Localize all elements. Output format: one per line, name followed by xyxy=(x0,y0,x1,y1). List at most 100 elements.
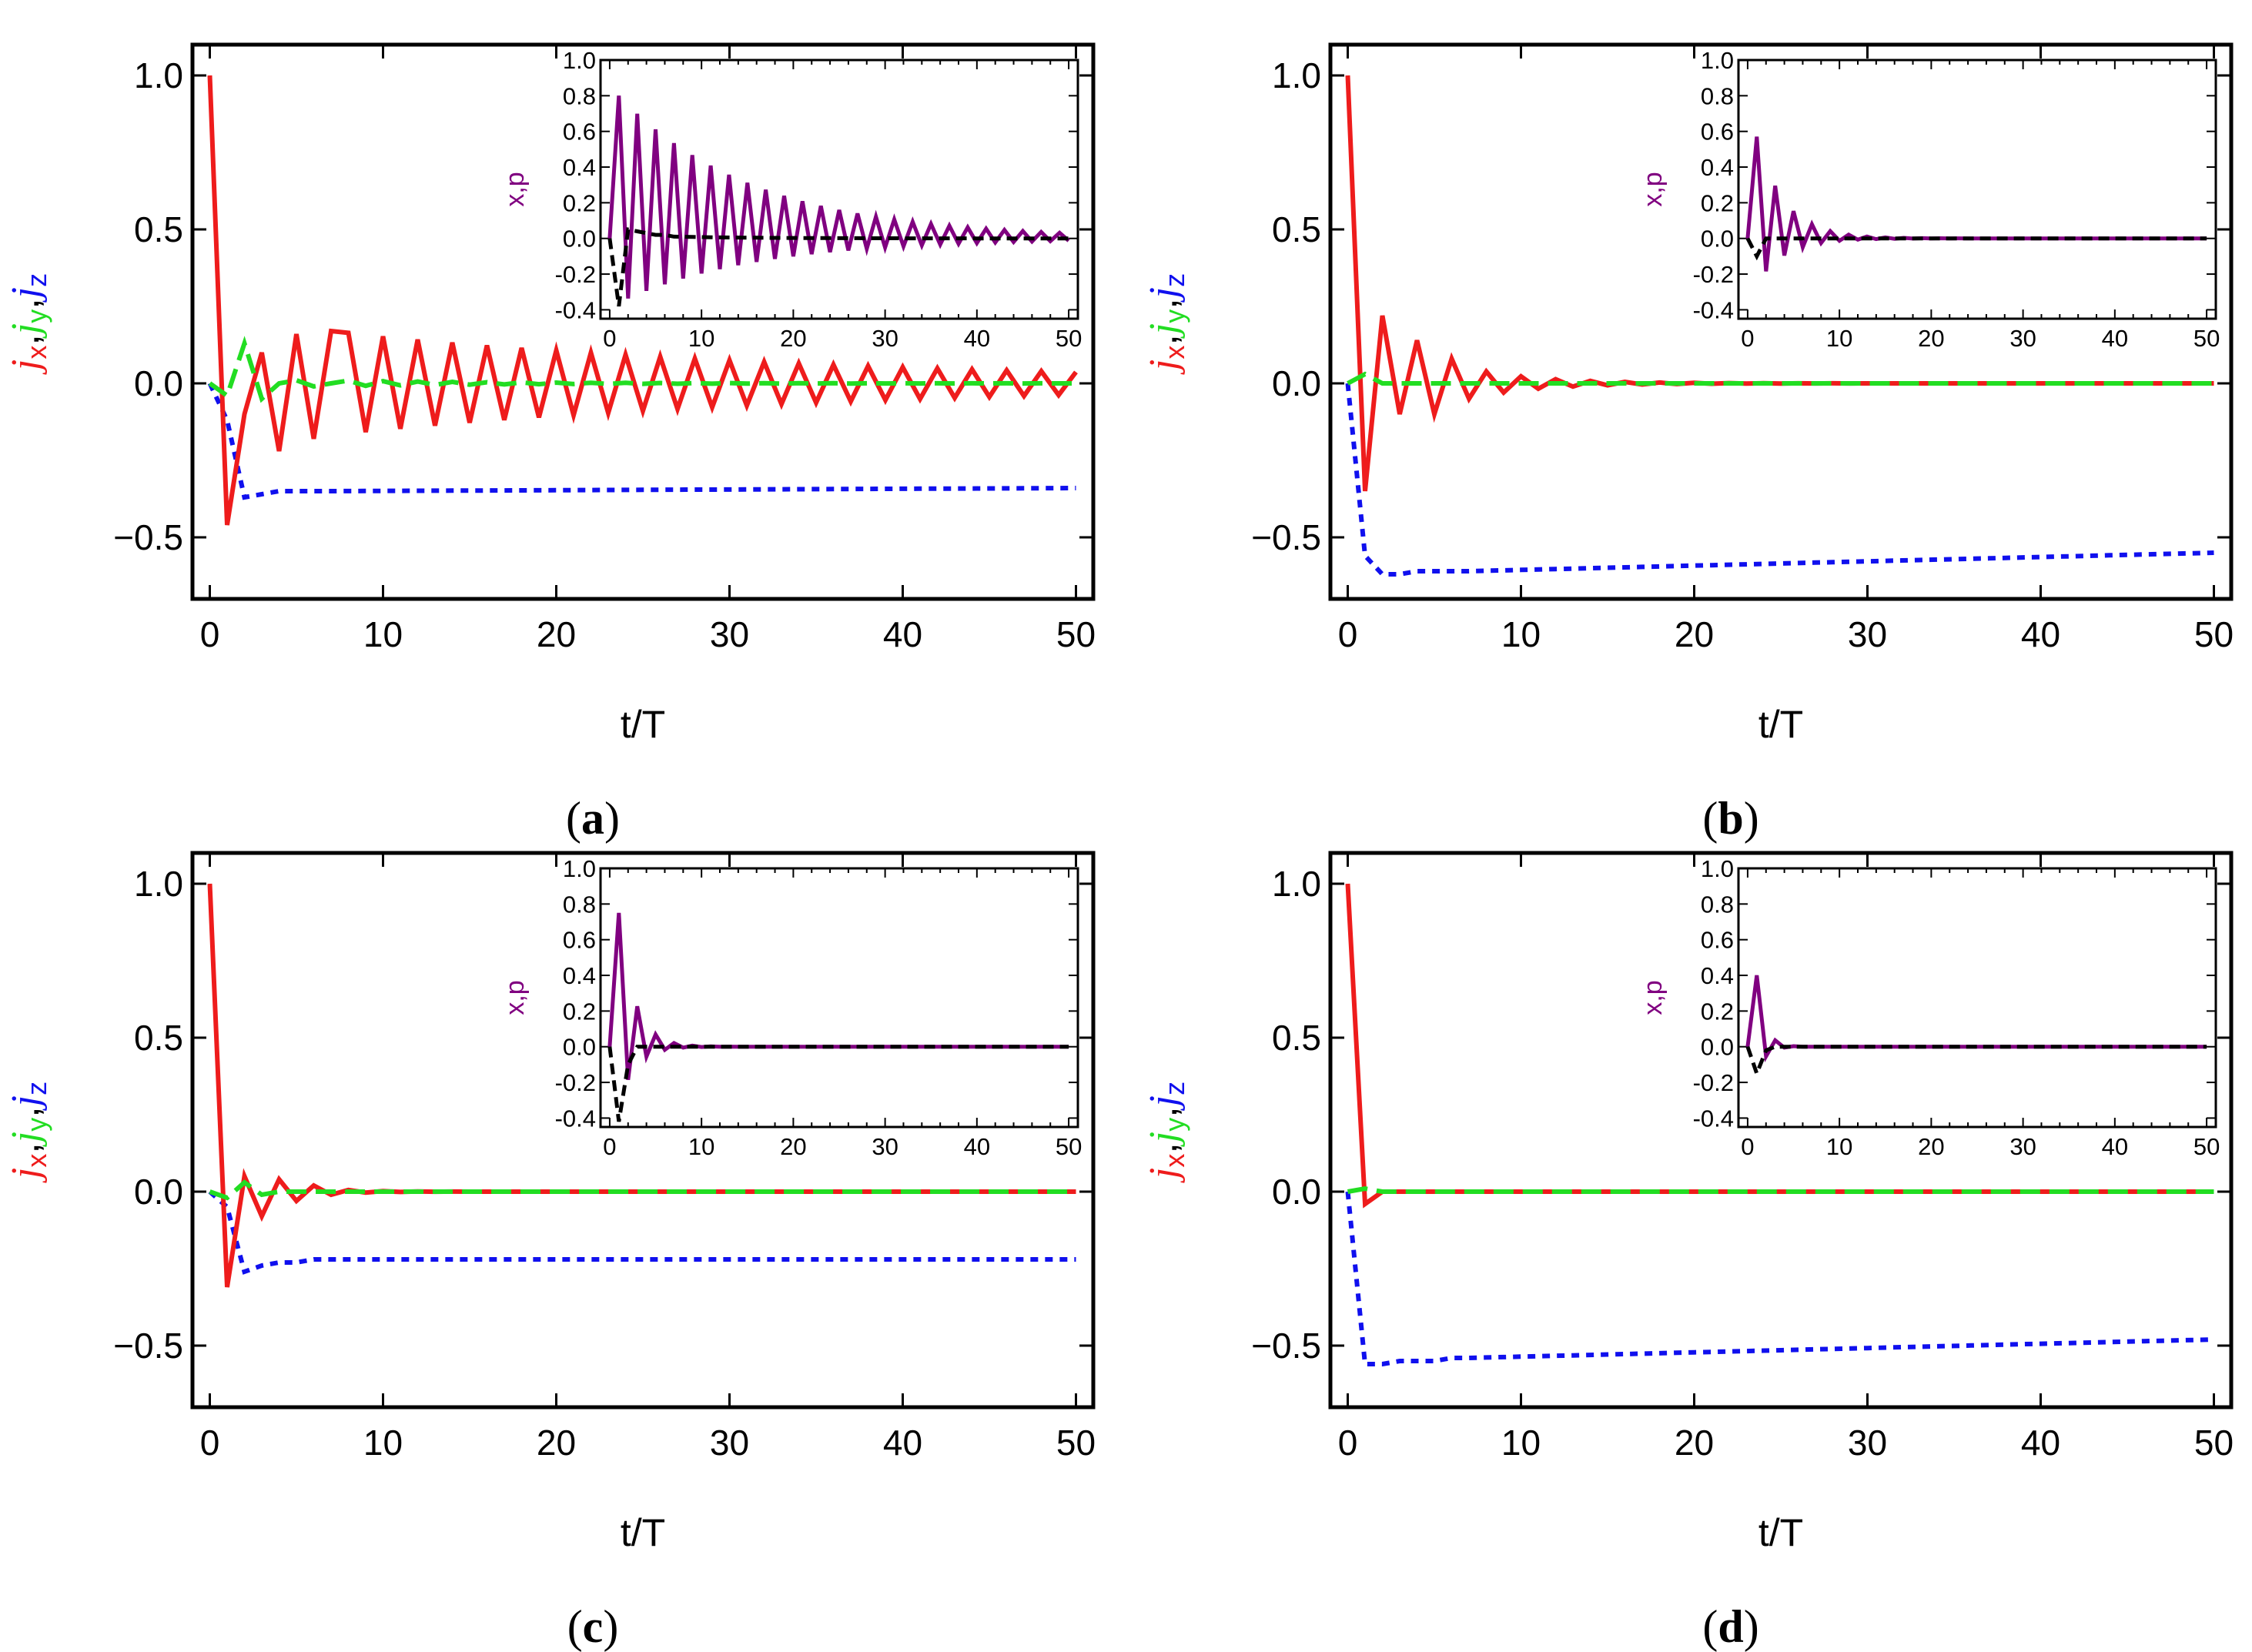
x-tick-label: 0 xyxy=(1338,614,1358,654)
series-jz xyxy=(207,382,1076,500)
y-axis-title-part: , xyxy=(3,1106,48,1117)
inset-x-tick-label: 10 xyxy=(688,325,714,352)
inset-c: 0 10 20 30 40 50 -0.4 -0.2 0.0 0.2 0.4 0.6 0.8 1.0 x,p xyxy=(500,855,1082,1160)
y-axis-title: jx,jy,jz xyxy=(1141,273,1190,375)
x-tick-label: 40 xyxy=(883,614,922,654)
panel-label-close: ) xyxy=(1744,1601,1759,1652)
x-tick-label: 30 xyxy=(1848,614,1887,654)
x-tick-label: 10 xyxy=(1501,1423,1541,1463)
y-tick-label: 1.0 xyxy=(1272,55,1321,95)
inset-y-axis-title: x,p xyxy=(1638,980,1668,1015)
inset-y-tick-label: 0.2 xyxy=(563,189,596,216)
series-jz xyxy=(1345,1191,2214,1366)
inset-y-tick-label: -0.2 xyxy=(1693,261,1734,288)
inset-y-tick-label: 1.0 xyxy=(1701,855,1734,882)
panel-a: 0 10 20 30 40 50−0.50.00.51.0t/Tjx,jy,jz(a)0 1… xyxy=(3,42,1096,844)
y-axis-title-part: y xyxy=(1159,1118,1190,1132)
inset-y-tick-label: 0.0 xyxy=(1701,226,1734,252)
inset-x-tick-label: 0 xyxy=(603,325,616,352)
inset-a: 0 10 20 30 40 50 -0.4 -0.2 0.0 0.2 0.4 0.6 0.8 1.0 x,p xyxy=(500,47,1082,352)
x-tick-label: 30 xyxy=(1848,1423,1887,1463)
inset-series-p xyxy=(607,227,1069,307)
x-tick-label: 40 xyxy=(883,1423,922,1463)
inset-x-tick-label: 40 xyxy=(964,1133,990,1160)
inset-y-tick-label: -0.4 xyxy=(1693,296,1734,323)
inset-x-tick-label: 50 xyxy=(1056,1133,1082,1160)
inset-x-tick-label: 40 xyxy=(964,325,990,352)
x-tick-label: 50 xyxy=(1056,614,1096,654)
plot-frame xyxy=(190,851,1096,1410)
x-tick-label: 10 xyxy=(363,1423,403,1463)
inset-x-tick-label: 30 xyxy=(2009,325,2036,352)
y-axis-title-part: j xyxy=(1142,359,1186,375)
panel-d: 0 10 20 30 40 50−0.50.00.51.0t/Tjx,jy,jz(d)0 1… xyxy=(1141,851,2234,1652)
inset-y-tick-label: 0.8 xyxy=(1701,891,1734,918)
y-tick-label: −0.5 xyxy=(1251,517,1321,557)
y-axis-title-part: x xyxy=(1159,346,1190,359)
x-axis-title: t/T xyxy=(621,1511,665,1554)
series-jy xyxy=(1347,371,2214,386)
x-axis-title: t/T xyxy=(1758,1511,1803,1554)
panel-label-close: ) xyxy=(1744,793,1759,844)
inset-y-axis-title: x,p xyxy=(500,980,530,1015)
inset-y-tick-label: -0.4 xyxy=(1693,1105,1734,1132)
inset-y-tick-label: 0.2 xyxy=(1701,189,1734,216)
x-tick-label: 20 xyxy=(1675,1423,1714,1463)
plot-frame xyxy=(190,42,1096,601)
series-jx xyxy=(207,75,1078,526)
y-axis-title: jx,jy,jz xyxy=(1141,1082,1190,1183)
panel-label-letter: b xyxy=(1718,793,1743,844)
panel-label: (b) xyxy=(1702,793,1758,844)
y-axis-title-part: y xyxy=(21,1118,52,1132)
panel-label-letter: a xyxy=(581,793,604,844)
panel-c: 0 10 20 30 40 50−0.50.00.51.0t/Tjx,jy,jz(c)0 1… xyxy=(3,851,1096,1652)
y-axis-title-part: , xyxy=(3,298,48,309)
inset-y-tick-label: -0.2 xyxy=(1693,1069,1734,1096)
y-axis-title-part: j xyxy=(4,1132,48,1147)
x-axis-title: t/T xyxy=(1758,703,1803,746)
y-axis-title-part: j xyxy=(4,323,48,339)
y-axis-title-part: x xyxy=(1159,1154,1190,1168)
inset-x-tick-label: 40 xyxy=(2102,1133,2128,1160)
x-tick-label: 20 xyxy=(1675,614,1714,654)
panel-label-open: ( xyxy=(566,793,581,844)
y-axis-title-part: x xyxy=(21,346,52,359)
inset-x-tick-label: 30 xyxy=(872,325,898,352)
y-axis-title-part: j xyxy=(4,287,48,303)
inset-y-axis-title: x,p xyxy=(500,172,530,206)
x-tick-label: 20 xyxy=(537,1423,576,1463)
y-tick-label: 0.0 xyxy=(1272,1172,1321,1212)
y-axis-title-part: y xyxy=(1159,309,1190,323)
inset-y-tick-label: -0.2 xyxy=(555,261,596,288)
panel-label: (d) xyxy=(1702,1601,1758,1652)
x-axis-title: t/T xyxy=(621,703,665,746)
inset-x-tick-label: 20 xyxy=(1918,325,1944,352)
y-axis-title: jx,jy,jz xyxy=(3,273,52,375)
y-axis-title-part: j xyxy=(1142,1168,1186,1183)
y-axis-title-part: x xyxy=(21,1154,52,1168)
x-tick-label: 30 xyxy=(710,614,749,654)
inset-x-tick-label: 0 xyxy=(1741,325,1754,352)
y-axis-title-part: z xyxy=(21,1082,52,1095)
inset-y-tick-label: 1.0 xyxy=(563,47,596,74)
panel-label: (a) xyxy=(566,793,620,844)
inset-y-tick-label: -0.4 xyxy=(555,1105,596,1132)
inset-y-tick-label: 0.4 xyxy=(1701,962,1734,989)
inset-x-tick-label: 20 xyxy=(780,325,806,352)
x-tick-label: 30 xyxy=(710,1423,749,1463)
inset-x-tick-label: 50 xyxy=(1056,325,1082,352)
y-tick-label: 0.0 xyxy=(1272,363,1321,403)
x-tick-label: 10 xyxy=(1501,614,1541,654)
series-jz xyxy=(1345,383,2214,577)
inset-series-x xyxy=(1745,136,2207,272)
inset-x-tick-label: 30 xyxy=(872,1133,898,1160)
inset-b: 0 10 20 30 40 50 -0.4 -0.2 0.0 0.2 0.4 0.6 0.8 1.0 x,p xyxy=(1638,47,2220,352)
y-tick-label: 0.5 xyxy=(134,209,183,249)
y-axis-title-part: , xyxy=(1141,1106,1186,1117)
y-tick-label: 0.5 xyxy=(134,1018,183,1058)
series-jx xyxy=(1345,883,2214,1209)
y-tick-label: 0.0 xyxy=(134,363,183,403)
y-axis-title-part: , xyxy=(3,1142,48,1153)
inset-y-tick-label: 0.8 xyxy=(1701,82,1734,109)
y-tick-label: 0.5 xyxy=(1272,1018,1321,1058)
